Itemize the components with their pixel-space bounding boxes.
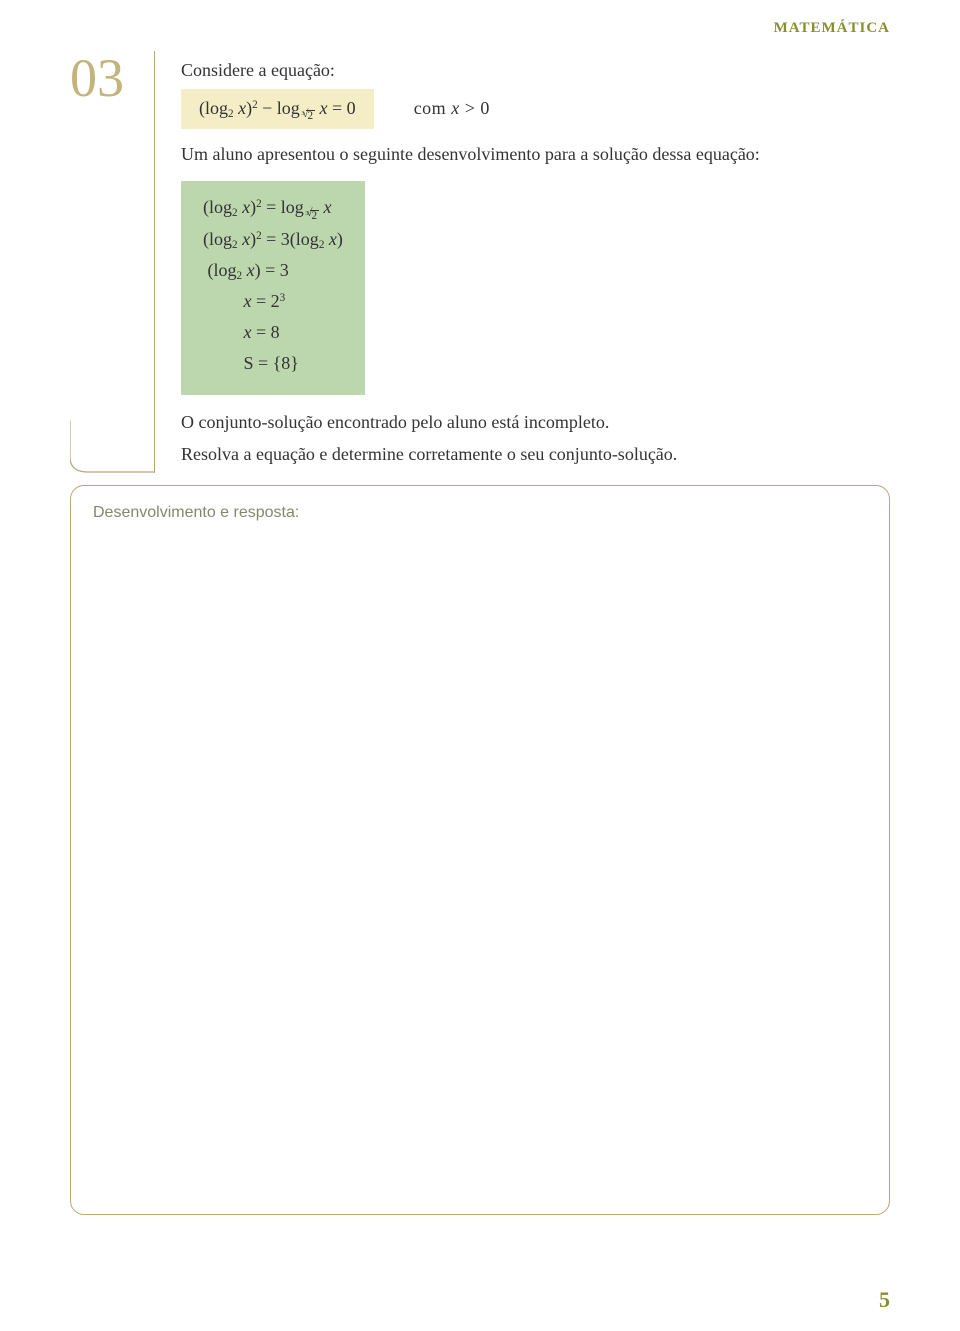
followup-text-2: Resolva a equação e determine corretamen… xyxy=(181,441,890,469)
question-setup-text: Um aluno apresentou o seguinte desenvolv… xyxy=(181,141,890,169)
followup-text-1: O conjunto-solução encontrado pelo aluno… xyxy=(181,409,890,437)
page-number: 5 xyxy=(879,1287,890,1313)
equation-condition: com x > 0 xyxy=(414,95,490,123)
equation-row: (log2 x)2 − log32 x = 0 com x > 0 xyxy=(181,89,890,129)
question-corner-rule xyxy=(70,421,154,473)
question-number-column: 03 xyxy=(70,51,154,473)
subject-header: MATEMÁTICA xyxy=(70,20,890,37)
question-block: 03 Considere a equação: (log2 x)2 − log3… xyxy=(70,51,890,473)
student-work-box: (log2 x)2 = log32 x (log2 x)2 = 3(log2 x… xyxy=(181,181,365,395)
work-line: (log2 x)2 = 3(log2 x) xyxy=(203,226,343,254)
answer-label: Desenvolvimento e resposta: xyxy=(93,504,867,522)
work-line: S = {8} xyxy=(203,350,343,378)
work-line: x = 8 xyxy=(203,319,343,347)
work-line: (log2 x)2 = log32 x xyxy=(203,194,343,222)
answer-frame: Desenvolvimento e resposta: xyxy=(70,485,890,1215)
question-intro: Considere a equação: xyxy=(181,57,890,85)
work-line: x = 23 xyxy=(203,288,343,316)
main-equation: (log2 x)2 − log32 x = 0 xyxy=(181,89,374,129)
question-body: Considere a equação: (log2 x)2 − log32 x… xyxy=(181,51,890,473)
work-line: (log2 x) = 3 xyxy=(203,257,343,285)
question-divider xyxy=(154,51,155,473)
question-number: 03 xyxy=(70,51,154,105)
